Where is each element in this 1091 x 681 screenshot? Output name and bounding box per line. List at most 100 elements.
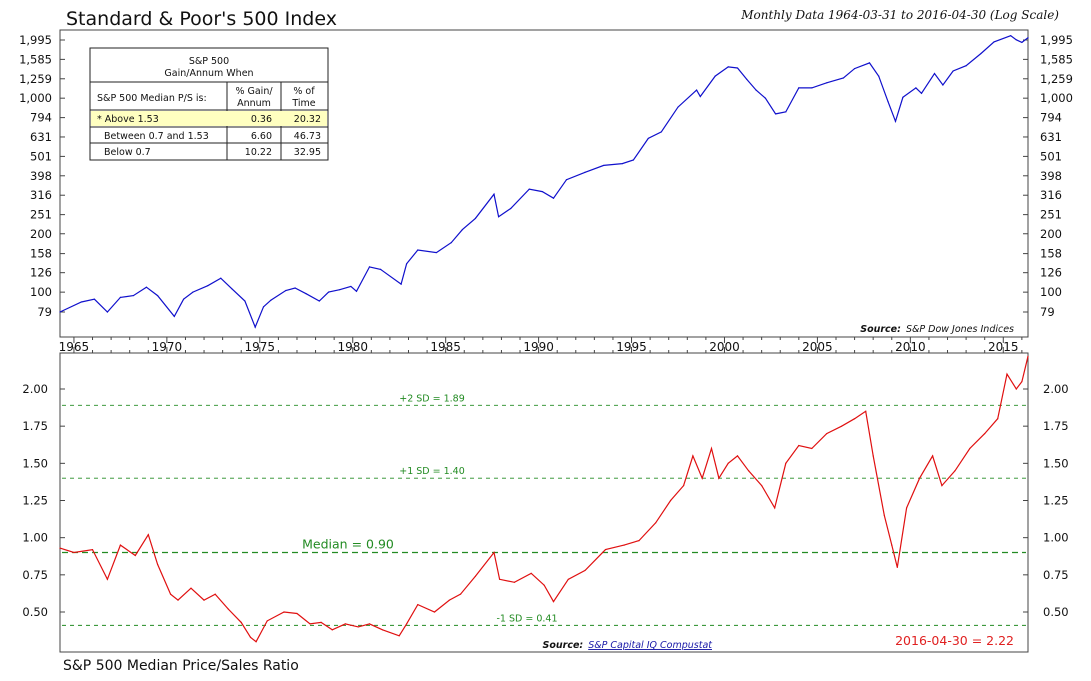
price-sales-point (474, 575, 477, 577)
price-sales-point (406, 623, 408, 625)
price-sales-point (296, 612, 298, 615)
price-sales-point (840, 425, 843, 427)
price-sales-point (255, 641, 257, 643)
table-row-time: 46.73 (294, 131, 321, 142)
sp500-point (450, 242, 452, 244)
price-sales-point (552, 600, 555, 603)
table-title-line2: Gain/Annum When (164, 68, 253, 79)
price-sales-point (655, 522, 657, 524)
sp500-point (868, 62, 871, 64)
sp500-point (920, 92, 923, 94)
price-sales-point (513, 581, 516, 583)
price-sales-point (266, 620, 268, 622)
table-row-highlight (91, 111, 327, 126)
price-sales-point (584, 569, 586, 571)
y-tick-label: 0.50 (22, 605, 48, 619)
sp500-point (528, 188, 530, 190)
sp500-point (1015, 39, 1017, 41)
table-row-time: 20.32 (294, 114, 321, 125)
price-sales-point (249, 636, 252, 638)
sp500-point (965, 65, 967, 67)
table-row-label: * Above 1.53 (97, 114, 159, 125)
price-sales-point (604, 548, 607, 551)
sp500-point (498, 216, 500, 218)
y-tick-label: 794 (1040, 111, 1062, 125)
sp500-point (207, 285, 209, 287)
y-tick-label: 2.00 (22, 382, 48, 396)
sp500-point (244, 300, 246, 302)
price-sales-point (190, 587, 192, 589)
y-tick-label: 200 (30, 227, 52, 241)
price-sales-point (309, 623, 311, 625)
price-sales-point (498, 578, 501, 580)
table-row-header: S&P 500 Median P/S is: (97, 93, 207, 104)
sp500-point (902, 96, 904, 98)
sp500-point (552, 197, 555, 199)
y-tick-label: 100 (1040, 285, 1062, 299)
sp500-point (993, 41, 995, 43)
price-sales-point (932, 455, 934, 457)
sp500-point (93, 298, 95, 300)
reference-lines: +2 SD = 1.89 +1 SD = 1.40 Median = 0.90 -1 … (62, 393, 1026, 626)
sp500-point (294, 287, 296, 289)
sp500-point (811, 87, 813, 89)
price-sales-point (214, 593, 216, 595)
y-tick-label: 0.75 (22, 568, 48, 582)
sp500-point (1021, 41, 1023, 43)
price-sales-point (320, 621, 322, 624)
y-tick-label: 1.25 (1043, 494, 1069, 508)
bottom-chart-title: S&P 500 Median Price/Sales Ratio (63, 658, 299, 674)
x-tick-label: 2010 (895, 340, 926, 354)
sp500-point (285, 289, 287, 292)
price-sales-point (398, 635, 400, 637)
table-row-gain: 0.36 (251, 114, 272, 125)
price-sales-point (865, 410, 867, 412)
reference-line-label: -1 SD = 0.41 (497, 613, 558, 624)
sp500-point (621, 162, 623, 165)
price-sales-point (1027, 355, 1029, 357)
sp500-point (603, 164, 605, 167)
price-sales-point (906, 507, 908, 509)
reference-line-label: +1 SD = 1.40 (399, 466, 465, 477)
price-sales-point (459, 593, 462, 595)
y-tick-label: 398 (1040, 169, 1062, 183)
price-sales-point (381, 629, 384, 631)
sp500-point (220, 277, 222, 279)
sp500-point (400, 283, 402, 285)
price-sales-point (530, 572, 532, 574)
price-sales-point (669, 499, 672, 502)
sp500-point (1010, 35, 1012, 37)
sp500-point (231, 288, 233, 290)
sp500-point (842, 77, 845, 79)
sp500-point (270, 299, 272, 301)
x-tick-label: 1985 (430, 340, 461, 354)
sp500-point (878, 75, 880, 77)
price-sales-point (853, 418, 856, 420)
price-sales-point (134, 554, 136, 557)
y-tick-label: 1.25 (22, 494, 48, 508)
y-tick-label: 1,995 (1040, 33, 1073, 47)
bottom-plot-frame (59, 352, 1029, 653)
sp500-point (183, 298, 185, 300)
sp500-point (798, 87, 800, 89)
price-sales-point (896, 566, 898, 569)
price-sales-point (331, 629, 333, 631)
sp500-point (755, 89, 757, 91)
price-sales-point (147, 534, 149, 536)
x-tick-label: 1975 (245, 340, 276, 354)
price-sales-point (91, 548, 94, 551)
sp500-point (826, 82, 828, 84)
sp500-point (305, 293, 307, 295)
y-tick-label: 2.00 (1043, 382, 1069, 396)
price-sales-series-line (59, 356, 1029, 643)
price-sales-point (73, 551, 75, 554)
sp500-point (942, 84, 944, 86)
bottom-left-axis: 2.00 1.75 1.50 1.25 1.00 0.75 0.50 (22, 382, 65, 619)
sp500-point (461, 229, 464, 231)
top-source-text: S&P Dow Jones Indices (906, 324, 1014, 335)
sp500-point (647, 137, 649, 140)
price-sales-point (727, 462, 729, 464)
x-tick-label: 2005 (802, 340, 833, 354)
sp500-point (541, 190, 543, 193)
